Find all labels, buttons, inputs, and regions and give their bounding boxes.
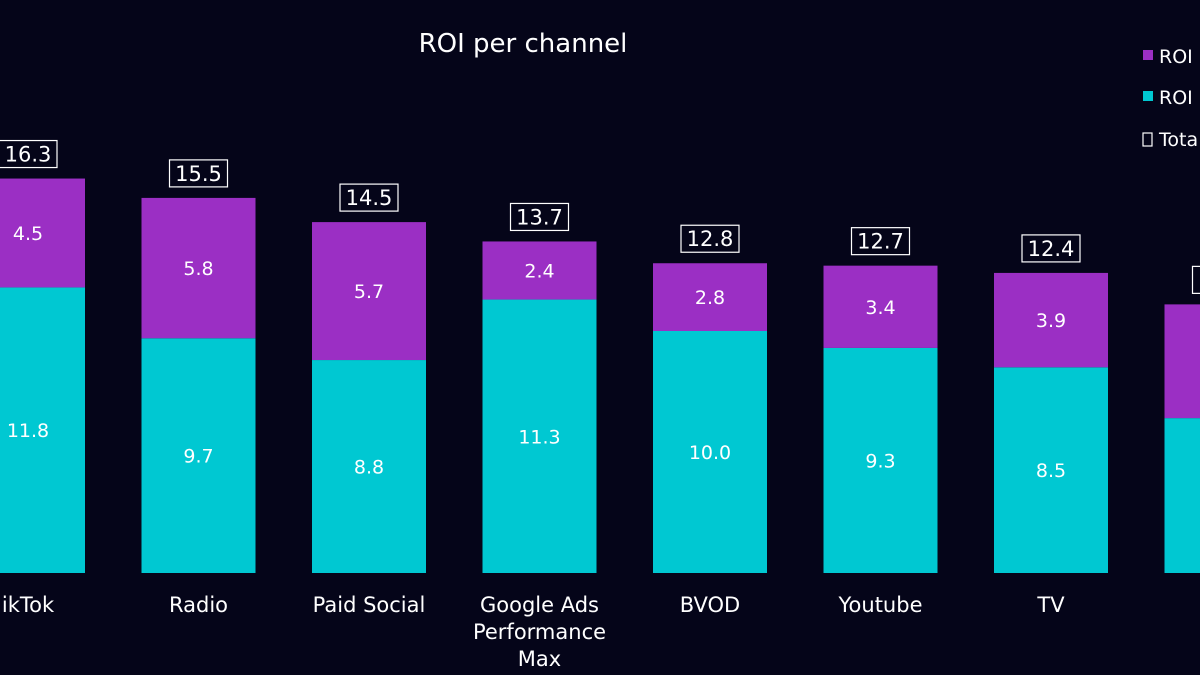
bar-segment-lower-5 xyxy=(823,347,938,573)
bar-segment-upper-0 xyxy=(0,178,85,288)
legend-swatch xyxy=(1143,50,1153,60)
segment-value-label: 9.7 xyxy=(183,446,213,468)
total-label-box xyxy=(168,159,229,188)
segment-value-label: 8.8 xyxy=(354,457,384,479)
category-label: Paid Social xyxy=(313,593,426,617)
segment-value-label: 3.9 xyxy=(1036,310,1066,332)
segment-value-label: 3.4 xyxy=(865,297,895,319)
segment-value-label: 5.8 xyxy=(183,258,213,280)
total-label-box xyxy=(1191,265,1200,294)
bar-segment-lower-1 xyxy=(141,338,256,573)
total-value-label: 12.7 xyxy=(857,230,904,254)
segment-value-label: 8.5 xyxy=(1036,460,1066,482)
bar-segment-lower-6 xyxy=(994,367,1108,573)
total-label-box xyxy=(339,183,399,212)
legend-label: Tota xyxy=(1158,129,1198,151)
bar-segment-lower-4 xyxy=(653,331,767,573)
bar-segment-lower-7 xyxy=(1164,418,1200,573)
bar-segment-upper-4 xyxy=(653,263,767,331)
total-value-label: 16.3 xyxy=(5,143,52,167)
total-label-box xyxy=(1021,234,1081,263)
bar-segment-upper-3 xyxy=(482,241,597,300)
segment-value-label: 2.8 xyxy=(695,287,725,309)
legend-label: ROI xyxy=(1159,46,1193,68)
category-label: ikTok xyxy=(2,593,55,617)
legend-label: ROI xyxy=(1159,87,1193,109)
segment-value-label: 10.0 xyxy=(689,442,731,464)
segment-value-label: 9.3 xyxy=(865,450,895,472)
bar-segment-lower-3 xyxy=(482,299,597,573)
total-value-label: 14.5 xyxy=(346,186,393,210)
segment-value-label: 11.8 xyxy=(7,420,49,442)
total-value-label: 12.8 xyxy=(687,227,734,251)
bar-segment-lower-2 xyxy=(312,360,426,573)
total-value-label: 13.7 xyxy=(516,205,563,229)
total-label-box xyxy=(509,202,570,232)
category-label: Youtube xyxy=(838,593,923,617)
segment-value-label: 5.7 xyxy=(354,281,384,303)
total-label-box xyxy=(680,224,740,253)
segment-value-label: 11.3 xyxy=(518,426,560,448)
bar-segment-upper-2 xyxy=(312,222,426,361)
chart-title: ROI per channel xyxy=(419,29,628,59)
total-label-box xyxy=(0,139,58,169)
total-label-box xyxy=(850,227,911,256)
legend: ROI ROI Tota xyxy=(1142,46,1198,151)
legend-swatch xyxy=(1143,91,1153,101)
total-value-label: 15.5 xyxy=(175,162,222,186)
bar-segment-upper-5 xyxy=(823,265,938,348)
category-label: Radio xyxy=(169,593,228,617)
bar-segment-upper-7 xyxy=(1164,304,1200,419)
category-label: Google Ads Performance Max xyxy=(473,593,606,671)
bar-segment-upper-6 xyxy=(994,272,1108,368)
category-label: BVOD xyxy=(680,593,740,617)
legend-swatch xyxy=(1142,132,1153,147)
segment-value-label: 4.5 xyxy=(13,223,43,245)
bar-segment-lower-0 xyxy=(0,287,85,573)
bar-segment-upper-1 xyxy=(141,197,256,339)
bars-layer: 11.8 4.5 16.3 ikTok 9.7 5.8 15.5 Radio 8.8 5.7 14.… xyxy=(0,139,1200,671)
category-label: TV xyxy=(1036,593,1065,617)
segment-value-label: 2.4 xyxy=(524,261,554,283)
total-value-label: 12.4 xyxy=(1028,237,1075,261)
